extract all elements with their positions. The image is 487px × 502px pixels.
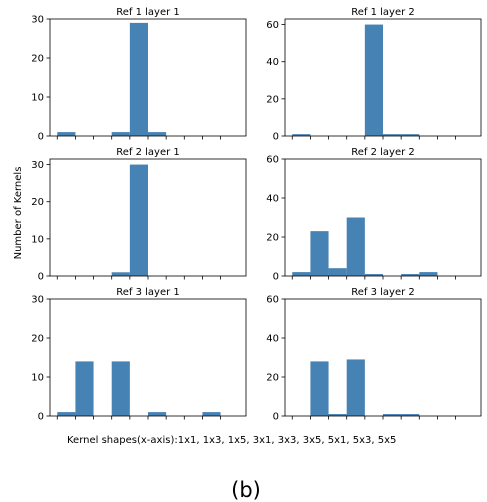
bar-1x3 — [75, 361, 94, 416]
y-tick-label: 0 — [38, 412, 44, 423]
bar-5x3 — [419, 272, 438, 276]
y-tick-label: 20 — [266, 373, 279, 384]
bar-5x5 — [202, 412, 221, 416]
y-tick-label: 10 — [31, 373, 44, 384]
y-tick-label: 60 — [266, 20, 279, 31]
y-tick-label: 30 — [31, 295, 44, 306]
bar-3x3 — [364, 24, 383, 136]
subplot-2: 0 20 40 60 Ref 1 layer 2 — [266, 7, 482, 143]
bar-3x1 — [346, 359, 365, 416]
y-tick-label: 60 — [266, 295, 279, 306]
y-tick-label: 30 — [31, 15, 44, 26]
bar-5x1 — [401, 134, 420, 136]
bar-1x1 — [292, 272, 311, 276]
figure-caption: (b) — [231, 478, 261, 502]
subplot-title: Ref 1 layer 1 — [116, 7, 180, 18]
y-tick-label: 0 — [273, 272, 279, 283]
bar-1x3 — [310, 231, 329, 276]
y-tick-label: 0 — [273, 132, 279, 143]
bar-3x3 — [364, 274, 383, 276]
y-tick-label: 20 — [266, 94, 279, 105]
y-tick-label: 20 — [31, 197, 44, 208]
y-tick-label: 20 — [31, 54, 44, 65]
bar-3x1 — [346, 217, 365, 276]
bar-5x1 — [401, 414, 420, 416]
y-tick-label: 20 — [266, 233, 279, 244]
bar-1x3 — [310, 361, 329, 416]
subplot-4: 0 20 40 60 Ref 2 layer 2 — [266, 147, 482, 283]
bar-3x5 — [148, 412, 167, 416]
y-tick-label: 20 — [31, 334, 44, 345]
subplot-title: Ref 3 layer 2 — [351, 287, 415, 298]
bar-3x5 — [383, 414, 402, 416]
subplot-title: Ref 2 layer 2 — [351, 147, 415, 158]
bar-3x5 — [148, 132, 167, 136]
subplot-1: 0 10 20 30 Ref 1 layer 1 — [31, 7, 247, 143]
y-tick-label: 30 — [31, 160, 44, 171]
subplot-title: Ref 1 layer 2 — [351, 7, 415, 18]
y-axis-label: Number of Kernels — [13, 167, 24, 260]
bar-3x1 — [111, 272, 130, 276]
y-tick-label: 40 — [266, 57, 279, 68]
bar-1x1 — [57, 132, 76, 136]
subplot-title: Ref 3 layer 1 — [116, 287, 180, 298]
y-tick-label: 0 — [273, 412, 279, 423]
bar-3x1 — [111, 132, 130, 136]
y-tick-label: 40 — [266, 334, 279, 345]
y-tick-label: 10 — [31, 93, 44, 104]
y-tick-label: 10 — [31, 234, 44, 245]
bar-3x3 — [129, 164, 148, 276]
subplot-title: Ref 2 layer 1 — [116, 147, 180, 158]
bar-3x1 — [111, 361, 130, 416]
bar-1x5 — [328, 268, 347, 276]
y-tick-label: 0 — [38, 272, 44, 283]
y-tick-label: 0 — [38, 132, 44, 143]
subplot-5: 0 10 20 30 Ref 3 layer 1 — [31, 287, 247, 423]
subplot-3: 0 10 20 30 Ref 2 layer 1 — [31, 147, 247, 283]
y-tick-label: 40 — [266, 194, 279, 205]
bar-1x5 — [328, 414, 347, 416]
subplot-6: 0 20 40 60 Ref 3 layer 2 — [266, 287, 482, 423]
bar-3x3 — [129, 22, 148, 136]
bar-1x1 — [57, 412, 76, 416]
x-axis-caption: Kernel shapes(x-axis):1x1, 1x3, 1x5, 3x1… — [67, 435, 396, 446]
bar-1x1 — [292, 134, 311, 136]
bar-3x5 — [383, 134, 402, 136]
bar-5x1 — [401, 274, 420, 276]
y-tick-label: 60 — [266, 155, 279, 166]
